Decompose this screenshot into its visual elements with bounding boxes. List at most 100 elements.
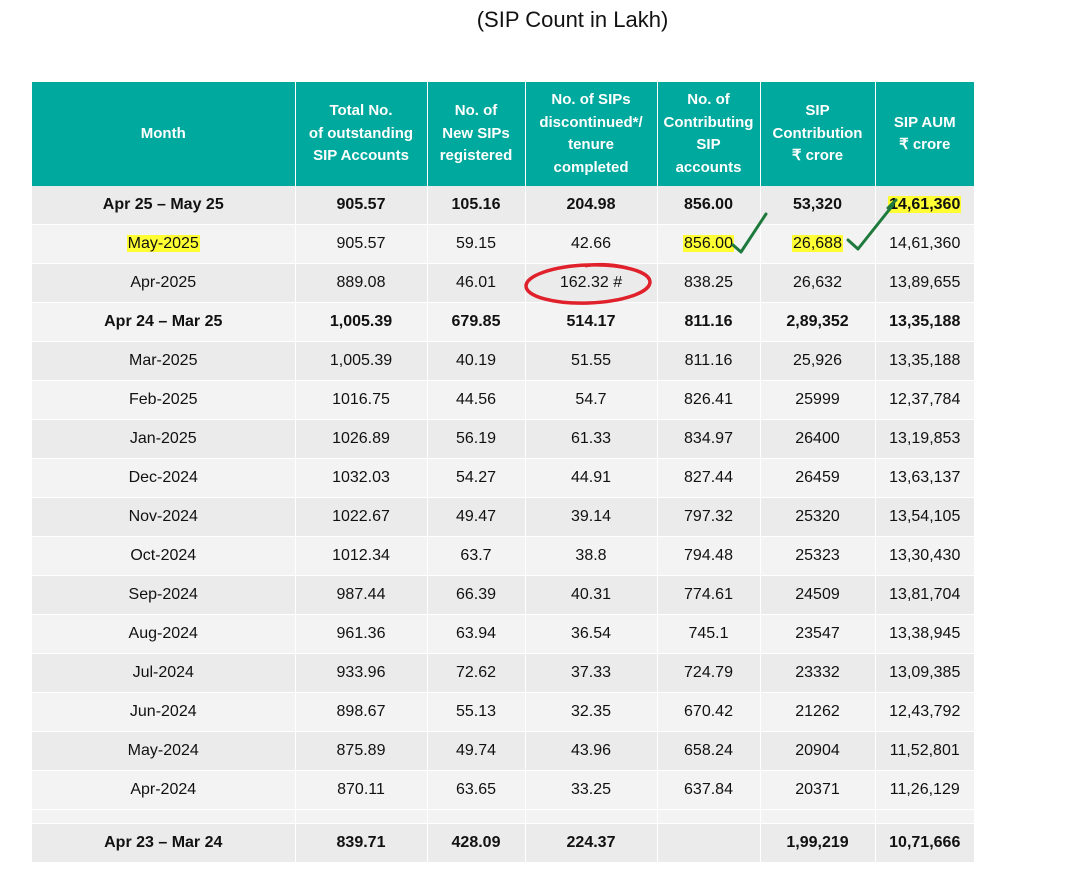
cell-discontinued: 224.37 — [525, 823, 658, 863]
cell-contributing: 794.48 — [657, 536, 761, 576]
cell-month: Apr 23 – Mar 24 — [32, 823, 296, 863]
total-row: Apr 23 – Mar 24 839.71 428.09 224.37 1,9… — [32, 823, 974, 863]
cell-new: 46.01 — [427, 263, 526, 303]
cell-aum: 13,89,655 — [875, 263, 974, 303]
cell-contribution: 26400 — [760, 419, 876, 459]
cell-new: 59.15 — [427, 224, 526, 264]
table-row: Jul-2024 933.96 72.62 37.33 724.79 23332… — [32, 653, 974, 693]
cell-outstanding: 1,005.39 — [295, 341, 428, 381]
highlighted-value: 14,61,360 — [888, 196, 962, 213]
cell-contribution: 53,320 — [760, 186, 876, 225]
header-new-sips: No. of New SIPs registered — [427, 82, 526, 186]
cell-new: 63.65 — [427, 770, 526, 810]
table-row: May-2024 875.89 49.74 43.96 658.24 20904… — [32, 731, 974, 771]
table-row: Apr 25 – May 25 905.57 105.16 204.98 856… — [32, 186, 974, 225]
cell-outstanding: 870.11 — [295, 770, 428, 810]
header-outstanding-accounts: Total No. of outstanding SIP Accounts — [295, 82, 428, 186]
cell-contribution: 21262 — [760, 692, 876, 732]
cell-discontinued: 61.33 — [525, 419, 658, 459]
table-row: Jan-2025 1026.89 56.19 61.33 834.97 2640… — [32, 419, 974, 459]
cell-aum: 13,09,385 — [875, 653, 974, 693]
header-sip-aum: SIP AUM ₹ crore — [875, 82, 974, 186]
cell-contribution: 25999 — [760, 380, 876, 420]
spacer-cell — [875, 809, 974, 824]
cell-outstanding: 839.71 — [295, 823, 428, 863]
cell-aum: 10,71,666 — [875, 823, 974, 863]
cell-contributing: 811.16 — [657, 302, 761, 342]
cell-new: 40.19 — [427, 341, 526, 381]
cell-discontinued: 40.31 — [525, 575, 658, 615]
cell-contributing: 834.97 — [657, 419, 761, 459]
cell-aum: 13,54,105 — [875, 497, 974, 537]
cell-contribution: 23332 — [760, 653, 876, 693]
cell-new: 63.7 — [427, 536, 526, 576]
cell-aum: 13,38,945 — [875, 614, 974, 654]
cell-new: 44.56 — [427, 380, 526, 420]
cell-outstanding: 1032.03 — [295, 458, 428, 498]
spacer-cell — [657, 809, 761, 824]
cell-new: 63.94 — [427, 614, 526, 654]
header-row: Month Total No. of outstanding SIP Account… — [32, 82, 974, 186]
cell-discontinued: 36.54 — [525, 614, 658, 654]
cell-outstanding: 1022.67 — [295, 497, 428, 537]
cell-discontinued: 43.96 — [525, 731, 658, 771]
cell-contribution: 25320 — [760, 497, 876, 537]
cell-contributing: 724.79 — [657, 653, 761, 693]
cell-month: Apr 24 – Mar 25 — [32, 302, 296, 342]
cell-contributing: 811.16 — [657, 341, 761, 381]
spacer-cell — [525, 809, 658, 824]
cell-new: 54.27 — [427, 458, 526, 498]
cell-contribution: 23547 — [760, 614, 876, 654]
cell-contributing — [657, 823, 761, 863]
cell-outstanding: 933.96 — [295, 653, 428, 693]
spacer-row — [32, 809, 974, 824]
cell-contributing: 856.00 — [657, 186, 761, 225]
cell-discontinued: 37.33 — [525, 653, 658, 693]
cell-new: 56.19 — [427, 419, 526, 459]
cell-discontinued: 44.91 — [525, 458, 658, 498]
cell-contributing: 838.25 — [657, 263, 761, 303]
cell-aum: 14,61,360 — [875, 186, 974, 225]
cell-new: 49.47 — [427, 497, 526, 537]
cell-contribution: 25323 — [760, 536, 876, 576]
cell-contributing: 856.00 — [657, 224, 761, 264]
cell-month: Sep-2024 — [32, 575, 296, 615]
cell-contributing: 827.44 — [657, 458, 761, 498]
cell-aum: 13,81,704 — [875, 575, 974, 615]
cell-new: 105.16 — [427, 186, 526, 225]
cell-aum: 13,35,188 — [875, 341, 974, 381]
cell-contributing: 658.24 — [657, 731, 761, 771]
cell-new: 49.74 — [427, 731, 526, 771]
cell-discontinued: 38.8 — [525, 536, 658, 576]
cell-discontinued: 54.7 — [525, 380, 658, 420]
table-row: May-2025 905.57 59.15 42.66 856.00 26,68… — [32, 224, 974, 264]
header-contributing-accounts: No. of Contributing SIP accounts — [657, 82, 761, 186]
cell-outstanding: 1016.75 — [295, 380, 428, 420]
cell-discontinued: 33.25 — [525, 770, 658, 810]
table-row: Oct-2024 1012.34 63.7 38.8 794.48 25323 … — [32, 536, 974, 576]
header-sip-contribution: SIP Contribution ₹ crore — [760, 82, 876, 186]
spacer-cell — [295, 809, 428, 824]
cell-outstanding: 961.36 — [295, 614, 428, 654]
cell-month: Oct-2024 — [32, 536, 296, 576]
cell-outstanding: 1012.34 — [295, 536, 428, 576]
cell-contribution: 20904 — [760, 731, 876, 771]
cell-aum: 13,30,430 — [875, 536, 974, 576]
cell-contributing: 826.41 — [657, 380, 761, 420]
cell-month: May-2024 — [32, 731, 296, 771]
cell-aum: 11,26,129 — [875, 770, 974, 810]
cell-discontinued: 32.35 — [525, 692, 658, 732]
header-discontinued: No. of SIPs discontinued*/tenure completed — [525, 82, 658, 186]
cell-contributing: 797.32 — [657, 497, 761, 537]
cell-contribution: 20371 — [760, 770, 876, 810]
cell-month: Apr-2024 — [32, 770, 296, 810]
cell-discontinued: 204.98 — [525, 186, 658, 225]
cell-aum: 12,37,784 — [875, 380, 974, 420]
cell-contribution: 2,89,352 — [760, 302, 876, 342]
cell-new: 72.62 — [427, 653, 526, 693]
cell-month: Mar-2025 — [32, 341, 296, 381]
cell-month: May-2025 — [32, 224, 296, 264]
table-row: Apr 24 – Mar 25 1,005.39 679.85 514.17 8… — [32, 302, 974, 342]
table-row: Aug-2024 961.36 63.94 36.54 745.1 23547 … — [32, 614, 974, 654]
cell-contribution: 26459 — [760, 458, 876, 498]
